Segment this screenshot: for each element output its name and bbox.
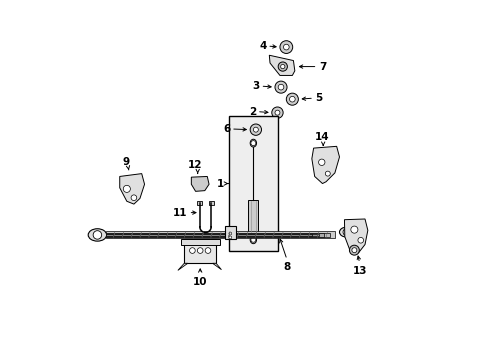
- Text: 2: 2: [248, 107, 256, 117]
- Text: 10: 10: [193, 277, 207, 287]
- Text: 4: 4: [259, 41, 266, 51]
- Circle shape: [274, 110, 279, 115]
- Circle shape: [357, 238, 363, 243]
- Circle shape: [123, 185, 130, 192]
- Circle shape: [349, 245, 359, 255]
- Bar: [106, 233, 324, 237]
- Polygon shape: [120, 174, 144, 204]
- Polygon shape: [178, 263, 187, 270]
- Circle shape: [271, 107, 283, 118]
- Bar: [224, 226, 236, 239]
- Bar: [248, 200, 258, 233]
- Circle shape: [228, 232, 231, 235]
- Text: 3: 3: [252, 81, 259, 91]
- Polygon shape: [344, 219, 367, 253]
- Text: 11: 11: [173, 208, 187, 217]
- Ellipse shape: [250, 236, 256, 244]
- Circle shape: [228, 236, 231, 239]
- Polygon shape: [269, 55, 294, 76]
- Circle shape: [274, 81, 286, 93]
- Circle shape: [197, 248, 203, 253]
- Circle shape: [93, 231, 102, 239]
- Circle shape: [325, 171, 329, 176]
- Bar: [197, 201, 201, 205]
- Circle shape: [131, 195, 137, 201]
- Circle shape: [280, 64, 285, 69]
- Text: 9: 9: [122, 157, 130, 167]
- Circle shape: [253, 127, 258, 132]
- Circle shape: [343, 229, 349, 236]
- Bar: [209, 201, 214, 205]
- Text: 6: 6: [223, 124, 230, 134]
- Bar: [106, 234, 318, 237]
- Polygon shape: [311, 146, 339, 184]
- Bar: [181, 239, 219, 244]
- Ellipse shape: [88, 229, 106, 241]
- Bar: [184, 239, 216, 263]
- Text: 7: 7: [318, 62, 325, 72]
- Text: 12: 12: [187, 160, 202, 170]
- Circle shape: [350, 226, 357, 233]
- Circle shape: [278, 84, 283, 90]
- Bar: [106, 231, 334, 238]
- Ellipse shape: [250, 139, 256, 147]
- Circle shape: [279, 41, 292, 54]
- Ellipse shape: [339, 227, 353, 237]
- Circle shape: [283, 44, 288, 50]
- Circle shape: [205, 248, 210, 253]
- Text: 1: 1: [217, 179, 224, 189]
- Circle shape: [250, 237, 255, 242]
- Circle shape: [318, 159, 325, 166]
- Polygon shape: [191, 176, 209, 192]
- Circle shape: [189, 248, 195, 253]
- Circle shape: [250, 124, 261, 135]
- Bar: [228, 116, 278, 251]
- Text: 5: 5: [315, 93, 322, 103]
- Circle shape: [289, 96, 295, 102]
- Bar: [106, 233, 329, 237]
- Bar: [106, 234, 311, 236]
- Circle shape: [351, 248, 356, 253]
- Circle shape: [278, 62, 287, 71]
- Text: 14: 14: [315, 132, 329, 142]
- Circle shape: [286, 93, 298, 105]
- Text: 8: 8: [283, 262, 290, 272]
- Circle shape: [250, 141, 255, 145]
- Text: 13: 13: [352, 266, 366, 276]
- Polygon shape: [212, 263, 221, 270]
